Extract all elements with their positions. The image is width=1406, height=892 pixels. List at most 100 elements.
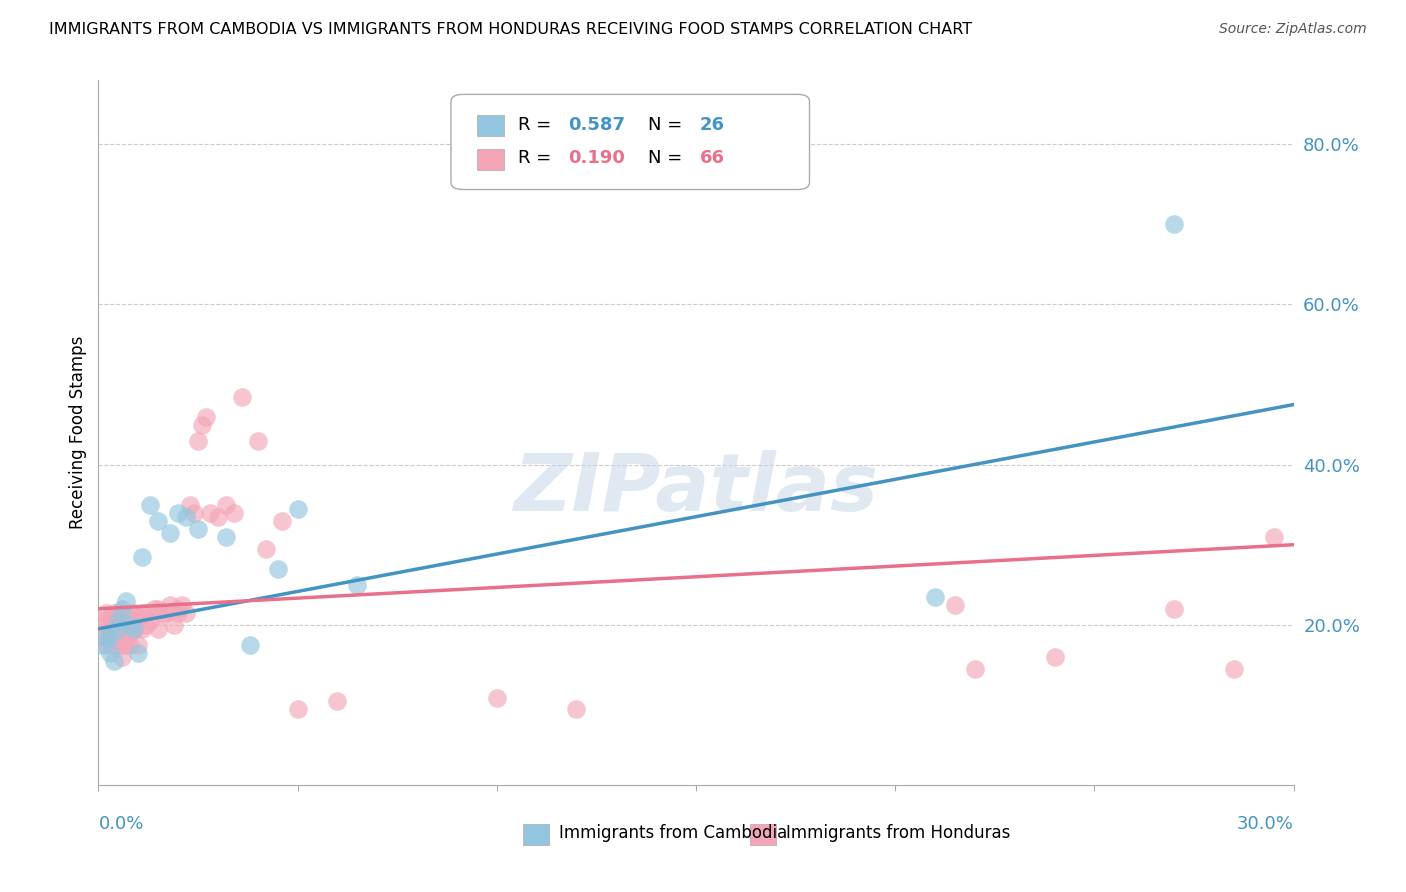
Point	[207, 509, 229, 524]
Point	[148, 601, 170, 615]
Point	[103, 614, 125, 628]
Point	[124, 606, 146, 620]
Point	[115, 609, 138, 624]
Point	[98, 609, 122, 624]
Point	[167, 601, 190, 615]
Text: 66: 66	[700, 150, 724, 168]
Point	[187, 522, 209, 536]
Point	[148, 622, 170, 636]
Point	[103, 606, 125, 620]
Point	[111, 606, 134, 620]
Point	[167, 606, 190, 620]
Text: 0.587: 0.587	[568, 116, 626, 134]
Point	[148, 514, 170, 528]
Point	[191, 417, 214, 432]
Point	[326, 694, 349, 708]
Point	[159, 598, 181, 612]
Text: 26: 26	[700, 116, 724, 134]
Point	[131, 606, 153, 620]
Point	[179, 498, 201, 512]
Point	[127, 609, 149, 624]
Point	[96, 638, 118, 652]
Text: 30.0%: 30.0%	[1237, 814, 1294, 832]
Point	[139, 614, 162, 628]
Text: Immigrants from Cambodia: Immigrants from Cambodia	[558, 824, 787, 842]
Point	[163, 617, 186, 632]
Point	[120, 609, 142, 624]
Text: 0.0%: 0.0%	[98, 814, 143, 832]
Point	[1163, 218, 1185, 232]
Text: R =: R =	[517, 150, 557, 168]
Point	[1163, 601, 1185, 615]
Point	[124, 622, 146, 636]
Point	[91, 614, 114, 628]
Point	[107, 633, 129, 648]
Point	[924, 590, 946, 604]
Point	[267, 562, 290, 576]
Point	[943, 598, 966, 612]
Point	[98, 630, 122, 644]
Text: IMMIGRANTS FROM CAMBODIA VS IMMIGRANTS FROM HONDURAS RECEIVING FOOD STAMPS CORRE: IMMIGRANTS FROM CAMBODIA VS IMMIGRANTS F…	[49, 22, 973, 37]
Point	[172, 598, 194, 612]
Y-axis label: Receiving Food Stamps: Receiving Food Stamps	[69, 336, 87, 529]
Point	[115, 638, 138, 652]
Point	[187, 434, 209, 448]
Point	[135, 606, 157, 620]
Point	[1263, 530, 1285, 544]
Point	[254, 541, 277, 556]
Text: Source: ZipAtlas.com: Source: ZipAtlas.com	[1219, 22, 1367, 37]
Point	[222, 506, 245, 520]
Point	[96, 617, 118, 632]
Text: R =: R =	[517, 116, 557, 134]
Point	[103, 638, 125, 652]
Point	[155, 606, 177, 620]
Point	[139, 498, 162, 512]
Text: ZIPatlas: ZIPatlas	[513, 450, 879, 528]
Point	[174, 509, 197, 524]
FancyBboxPatch shape	[749, 823, 776, 845]
Point	[124, 622, 146, 636]
Point	[120, 638, 142, 652]
FancyBboxPatch shape	[477, 149, 503, 169]
FancyBboxPatch shape	[523, 823, 548, 845]
FancyBboxPatch shape	[477, 115, 503, 136]
Point	[107, 617, 129, 632]
Point	[131, 549, 153, 564]
Text: Immigrants from Honduras: Immigrants from Honduras	[786, 824, 1010, 842]
Point	[174, 606, 197, 620]
Point	[107, 614, 129, 628]
Point	[246, 434, 269, 448]
Point	[150, 606, 173, 620]
Point	[287, 702, 309, 716]
Point	[111, 601, 134, 615]
Point	[239, 638, 262, 652]
Text: N =: N =	[648, 116, 688, 134]
Point	[565, 702, 588, 716]
Point	[215, 530, 238, 544]
Point	[115, 630, 138, 644]
Point	[1043, 649, 1066, 664]
Point	[143, 601, 166, 615]
Point	[98, 646, 122, 660]
Point	[963, 662, 986, 676]
Point	[96, 606, 118, 620]
Point	[159, 525, 181, 540]
Point	[115, 594, 138, 608]
Point	[195, 409, 218, 424]
Point	[120, 625, 142, 640]
Point	[198, 506, 221, 520]
Point	[127, 638, 149, 652]
Point	[91, 638, 114, 652]
Point	[98, 630, 122, 644]
Point	[98, 622, 122, 636]
Point	[346, 578, 368, 592]
Point	[287, 501, 309, 516]
Point	[1223, 662, 1246, 676]
Text: 0.190: 0.190	[568, 150, 626, 168]
Point	[91, 630, 114, 644]
Point	[270, 514, 292, 528]
Point	[485, 691, 508, 706]
Point	[127, 646, 149, 660]
FancyBboxPatch shape	[451, 95, 810, 189]
Point	[107, 606, 129, 620]
